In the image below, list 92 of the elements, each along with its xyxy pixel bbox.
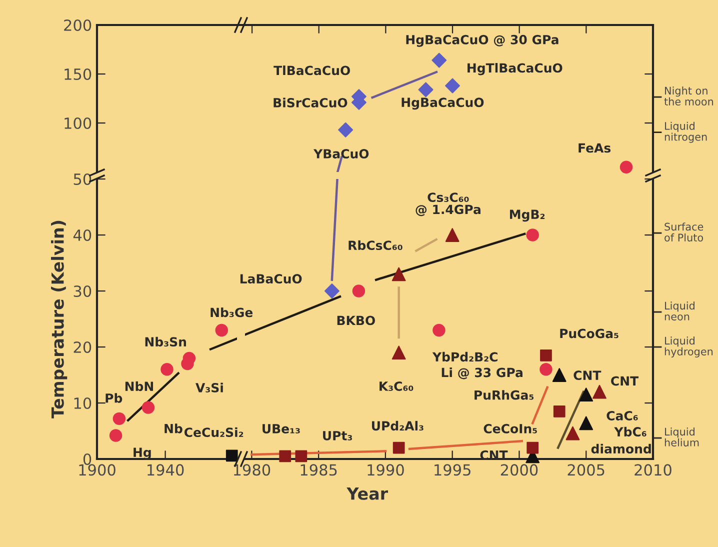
point: [352, 284, 366, 298]
y-axis-title: Temperature (Kelvin): [51, 220, 68, 418]
point: [432, 52, 447, 68]
y-tick-label: 100: [64, 117, 92, 130]
x-axis-title: Year: [346, 488, 388, 500]
annotation: UBe₁₃: [262, 424, 300, 434]
annotation: HgBaCaCuO: [402, 98, 484, 110]
annotation: CaC₆: [606, 410, 638, 420]
x-tick-label: 1900: [79, 464, 116, 476]
annotation: YBaCuO: [313, 149, 369, 158]
annotation: CeCoIn₅: [484, 424, 537, 434]
point: [160, 363, 174, 376]
annotation: K₃C₆₀: [380, 381, 414, 391]
text: Liquid neon: [664, 302, 694, 320]
y-tick-label: 150: [64, 68, 92, 80]
point: [592, 384, 606, 399]
point: [215, 324, 228, 337]
annotation: CNT: [611, 376, 639, 386]
point: [112, 412, 126, 426]
x-tick-label: 1990: [368, 464, 404, 476]
annotation: HgBaCaCuO @ 30 GPa: [406, 34, 558, 47]
annotation: PuRhGa₅: [474, 390, 534, 400]
annotation: Cs₃C₆₀ @ 1.4GPa: [416, 192, 480, 216]
x-tick-label: 1940: [148, 464, 184, 476]
point: [445, 228, 460, 242]
point: [392, 267, 406, 282]
point: [620, 160, 633, 174]
annotation: CNT: [574, 370, 602, 380]
x-tick-label: 2010: [634, 464, 672, 476]
annotation: Hg: [134, 448, 151, 460]
annotation: Nb: [164, 424, 182, 434]
point: [392, 346, 406, 360]
y-tick-label: 50: [74, 173, 92, 186]
point: [579, 416, 594, 430]
point: [552, 368, 566, 382]
annotation: Nb₃Ge: [210, 307, 253, 318]
text: Liquid helium: [664, 428, 699, 446]
point: [579, 388, 594, 402]
point: [540, 349, 552, 362]
annotation: MgB₂: [510, 210, 545, 222]
annotation: UPd₂Al₃: [372, 420, 424, 431]
point: [338, 122, 354, 138]
text: Night on the moon: [664, 86, 714, 106]
point: [295, 450, 308, 462]
point: [432, 324, 446, 337]
point: [279, 450, 292, 462]
point: [142, 401, 155, 414]
annotation: YbC₆: [614, 426, 646, 437]
text: Liquid nitrogen: [664, 122, 707, 143]
text: Surface of Pluto: [664, 222, 704, 242]
annotation: FeAs: [578, 143, 611, 153]
x-tick-label: 1980: [234, 464, 270, 476]
point: [445, 78, 460, 94]
annotation: V₃Si: [196, 382, 223, 392]
annotation: YbPd₂B₂C: [432, 352, 498, 362]
annotation: CNT: [480, 450, 508, 460]
annotation: Li @ 33 GPa: [442, 368, 522, 380]
y-tick-label: 20: [74, 341, 92, 354]
annotation: Nb₃Sn: [145, 336, 186, 347]
y-tick-label: 40: [73, 229, 92, 242]
annotation: RbCsC₆₀: [348, 240, 402, 250]
y-tick-label: 200: [64, 19, 92, 32]
y-tick-label: 0: [83, 453, 92, 466]
y-tick-label: 30: [74, 285, 92, 298]
point: [226, 450, 238, 462]
point: [324, 284, 340, 298]
annotation: PuCoGa₅: [560, 328, 618, 338]
point: [182, 352, 196, 365]
point: [418, 82, 434, 98]
y-tick-label: 10: [74, 397, 92, 410]
point: [553, 405, 566, 418]
annotation: LaBaCuO: [240, 274, 302, 284]
x-tick-label: 2000: [500, 464, 538, 476]
annotation: NbN: [125, 381, 154, 392]
annotation: BiSrCaCuO: [274, 98, 348, 108]
point: [526, 228, 539, 242]
annotation: diamond: [591, 444, 651, 454]
x-tick-label: 1995: [434, 464, 470, 476]
text: Liquid hydrogen: [664, 336, 713, 358]
annotation: BKBO: [337, 316, 375, 326]
point: [392, 442, 405, 454]
annotation: Pb: [106, 393, 122, 403]
annotation: CeCu₂Si₂: [184, 427, 244, 438]
annotation: TlBaCaCuO: [274, 65, 350, 76]
point: [566, 426, 580, 440]
point: [540, 363, 552, 376]
point: [109, 429, 122, 442]
x-tick-label: 2005: [568, 464, 604, 476]
annotation: HgTlBaCaCuO: [468, 62, 562, 76]
point: [526, 442, 539, 454]
x-tick-label: 1985: [300, 464, 337, 476]
annotation: UPt₃: [323, 431, 352, 440]
